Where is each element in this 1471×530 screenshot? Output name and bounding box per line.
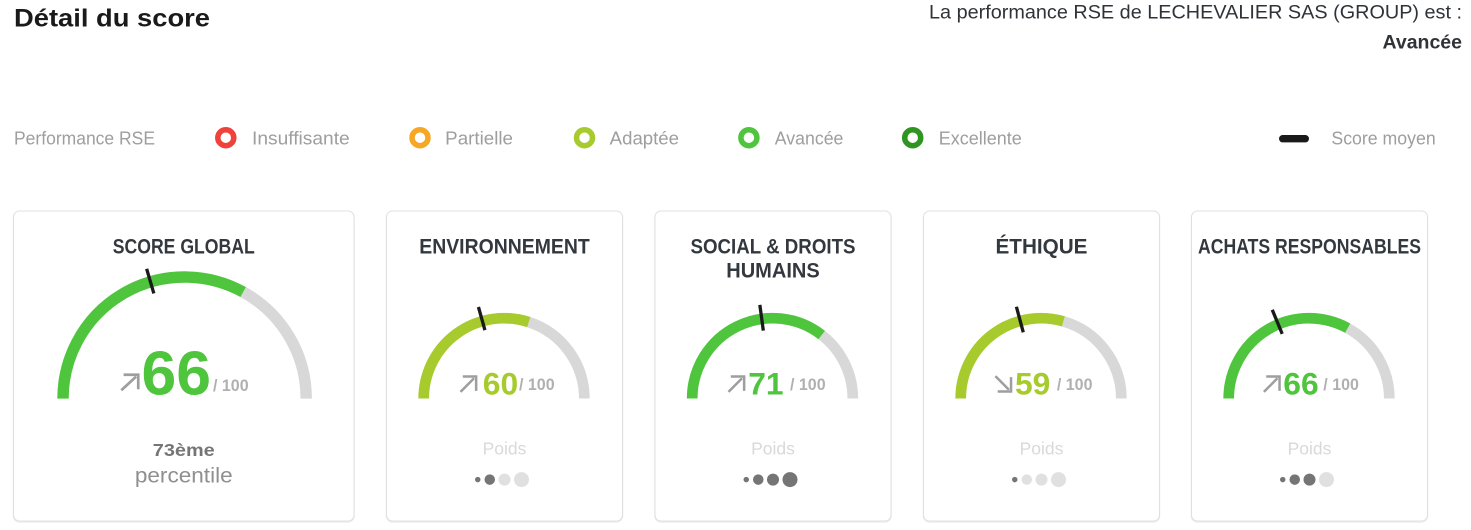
- svg-text:Poids: Poids: [1020, 439, 1064, 459]
- svg-text:66: 66: [1283, 365, 1318, 401]
- svg-text:/ 100: / 100: [1057, 375, 1093, 394]
- svg-text:ENVIRONNEMENT: ENVIRONNEMENT: [419, 234, 590, 258]
- svg-text:Insuffisante: Insuffisante: [252, 129, 350, 149]
- svg-text:La performance RSE de LECHEVAL: La performance RSE de LECHEVALIER SAS (G…: [929, 2, 1462, 24]
- svg-text:Partielle: Partielle: [445, 129, 513, 149]
- svg-text:HUMAINS: HUMAINS: [726, 258, 820, 282]
- svg-text:Performance RSE: Performance RSE: [14, 129, 155, 149]
- svg-text:Poids: Poids: [751, 439, 795, 459]
- svg-text:ÉTHIQUE: ÉTHIQUE: [996, 233, 1088, 258]
- svg-text:Avancée: Avancée: [1383, 32, 1463, 54]
- svg-text:ACHATS RESPONSABLES: ACHATS RESPONSABLES: [1198, 234, 1421, 258]
- svg-text:/ 100: / 100: [213, 376, 249, 395]
- svg-text:Poids: Poids: [1288, 439, 1332, 459]
- svg-text:66: 66: [142, 339, 212, 409]
- svg-text:Avancée: Avancée: [775, 129, 844, 149]
- svg-text:60: 60: [483, 365, 518, 401]
- svg-text:Détail du score: Détail du score: [14, 5, 210, 33]
- svg-text:percentile: percentile: [135, 465, 233, 488]
- svg-text:SCORE GLOBAL: SCORE GLOBAL: [113, 234, 255, 258]
- svg-text:Poids: Poids: [483, 439, 527, 459]
- svg-text:/ 100: / 100: [1323, 375, 1359, 394]
- svg-text:71: 71: [748, 365, 783, 401]
- svg-text:/ 100: / 100: [519, 375, 555, 394]
- svg-text:73ème: 73ème: [153, 440, 215, 460]
- svg-text:Adaptée: Adaptée: [610, 129, 679, 149]
- svg-text:/ 100: / 100: [790, 375, 826, 394]
- svg-text:59: 59: [1015, 365, 1050, 401]
- svg-text:Score moyen: Score moyen: [1331, 129, 1435, 149]
- svg-text:SOCIAL & DROITS: SOCIAL & DROITS: [691, 234, 856, 258]
- svg-text:Excellente: Excellente: [939, 129, 1022, 149]
